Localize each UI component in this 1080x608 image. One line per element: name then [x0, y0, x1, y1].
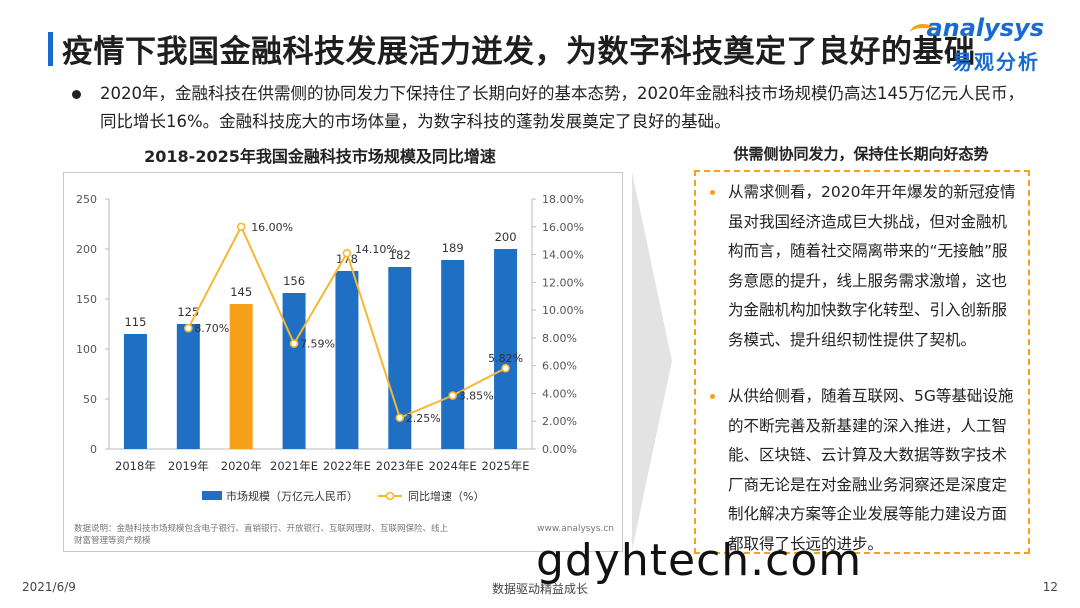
- growth-rate-label: 5.82%: [488, 352, 523, 365]
- bar-value-label: 200: [495, 230, 517, 244]
- right-tick-label: 16.00%: [542, 221, 584, 234]
- bar: [335, 271, 359, 449]
- x-tick-label: 2024年E: [429, 459, 477, 473]
- chart-title: 2018-2025年我国金融科技市场规模及同比增速: [144, 147, 496, 166]
- bar: [388, 267, 412, 449]
- growth-rate-label: 3.85%: [459, 390, 494, 403]
- bar-value-label: 182: [389, 248, 411, 262]
- side-panel-title: 供需侧协同发力，保持住长期向好态势: [733, 145, 989, 163]
- legend-bar-label: 市场规模（万亿元人民币）: [226, 489, 358, 503]
- right-tick-label: 14.00%: [542, 249, 584, 262]
- right-tick-label: 10.00%: [542, 304, 584, 317]
- bullet-dot-icon: [72, 90, 81, 99]
- growth-rate-label: 7.59%: [300, 338, 335, 351]
- bar-value-label: 145: [230, 285, 252, 299]
- chart-note-line: 数据说明：金融科技市场规模包含电子银行、直销银行、开放银行、互联网理财、互联网保…: [74, 523, 449, 534]
- side-panel-item-demand: 从需求侧看，2020年开年爆发的新冠疫情虽对我国经济造成巨大挑战，但对金融机构而…: [710, 178, 1022, 355]
- chart-note-line: 财富管理等资产规模: [74, 535, 151, 546]
- growth-rate-label: 14.10%: [355, 243, 397, 256]
- growth-rate-point: [395, 413, 405, 423]
- chart-source: www.analysys.cn: [537, 524, 614, 534]
- right-tick-label: 18.00%: [542, 193, 584, 206]
- side-panel-box: [694, 170, 1030, 554]
- footer-slogan: 数据驱动精益成长: [491, 582, 588, 596]
- bar: [494, 249, 518, 449]
- left-tick-label: 100: [76, 343, 97, 356]
- growth-rate-label: 16.00%: [251, 221, 293, 234]
- x-tick-label: 2022年E: [323, 459, 371, 473]
- left-tick-label: 0: [90, 443, 97, 456]
- chevron-arrow-icon: [632, 172, 672, 550]
- brand-name-en: analysys: [926, 14, 1044, 42]
- left-tick-label: 150: [76, 293, 97, 306]
- growth-rate-point: [342, 248, 352, 258]
- footer-date: 2021/6/9: [22, 580, 76, 594]
- side-item-text: 从供给侧看，随着互联网、5G等基础设施的不断完善及新基建的深入推进，人工智能、区…: [728, 387, 1014, 553]
- bar: [229, 304, 253, 449]
- market-chart: 0 50 100 150 200 250 0.00% 2.00% 4.00% 6.00% 8.00%…: [74, 193, 614, 546]
- bar: [282, 293, 306, 449]
- side-item-text: 从需求侧看，2020年开年爆发的新冠疫情虽对我国经济造成巨大挑战，但对金融机构而…: [728, 183, 1016, 349]
- legend-bar-swatch: [202, 491, 222, 500]
- legend-line-marker: [385, 491, 395, 501]
- growth-rate-point: [289, 339, 299, 348]
- bar: [176, 324, 200, 449]
- side-panel-item-supply: 从供给侧看，随着互联网、5G等基础设施的不断完善及新基建的深入推进，人工智能、区…: [710, 382, 1022, 559]
- bar-value-label: 189: [442, 241, 464, 255]
- page-number: 12: [1042, 580, 1058, 594]
- legend-line-label: 同比增速（%）: [408, 489, 484, 503]
- right-tick-label: 12.00%: [542, 276, 584, 289]
- growth-rate-label: 2.25%: [406, 412, 441, 425]
- logo-swoosh-icon: [910, 24, 936, 42]
- bullet-dot-icon: [710, 190, 715, 195]
- left-tick-label: 50: [83, 393, 97, 406]
- right-tick-label: 0.00%: [542, 443, 577, 456]
- x-tick-label: 2019年: [168, 459, 209, 473]
- bar: [441, 260, 465, 449]
- brand-logo: analysys 易观分析: [894, 14, 1044, 76]
- growth-rate-label: 8.70%: [194, 322, 229, 335]
- x-tick-label: 2023年E: [376, 459, 424, 473]
- page-title: 疫情下我国金融科技发展活力迸发，为数字科技奠定了良好的基础: [62, 34, 976, 70]
- brand-name-cn: 易观分析: [952, 50, 1040, 74]
- title-accent-bar: [48, 32, 53, 66]
- chart-panel: 0 50 100 150 200 250 0.00% 2.00% 4.00% 6.00% 8.00%…: [63, 172, 623, 552]
- growth-rate-point: [448, 391, 457, 400]
- growth-rate-point: [501, 363, 510, 373]
- growth-rate-point: [236, 222, 246, 232]
- left-tick-label: 200: [76, 243, 97, 256]
- growth-rate-point: [184, 323, 193, 333]
- x-tick-label: 2020年: [221, 459, 262, 473]
- right-tick-label: 2.00%: [542, 415, 577, 428]
- bullet-dot-icon: [710, 394, 715, 399]
- x-tick-label: 2025年E: [482, 459, 530, 473]
- x-tick-label: 2021年E: [270, 459, 318, 473]
- right-tick-label: 6.00%: [542, 360, 577, 373]
- watermark-text: gdyhtech.com: [536, 535, 863, 586]
- right-tick-label: 4.00%: [542, 387, 577, 400]
- right-tick-label: 8.00%: [542, 332, 577, 345]
- bar-value-label: 156: [283, 274, 305, 288]
- bar: [123, 334, 147, 449]
- x-tick-label: 2018年: [115, 459, 156, 473]
- left-tick-label: 250: [76, 193, 97, 206]
- bar-value-label: 115: [124, 315, 146, 329]
- intro-paragraph: 2020年，金融科技在供需侧的协同发力下保持住了长期向好的基本态势，2020年金…: [100, 84, 1024, 131]
